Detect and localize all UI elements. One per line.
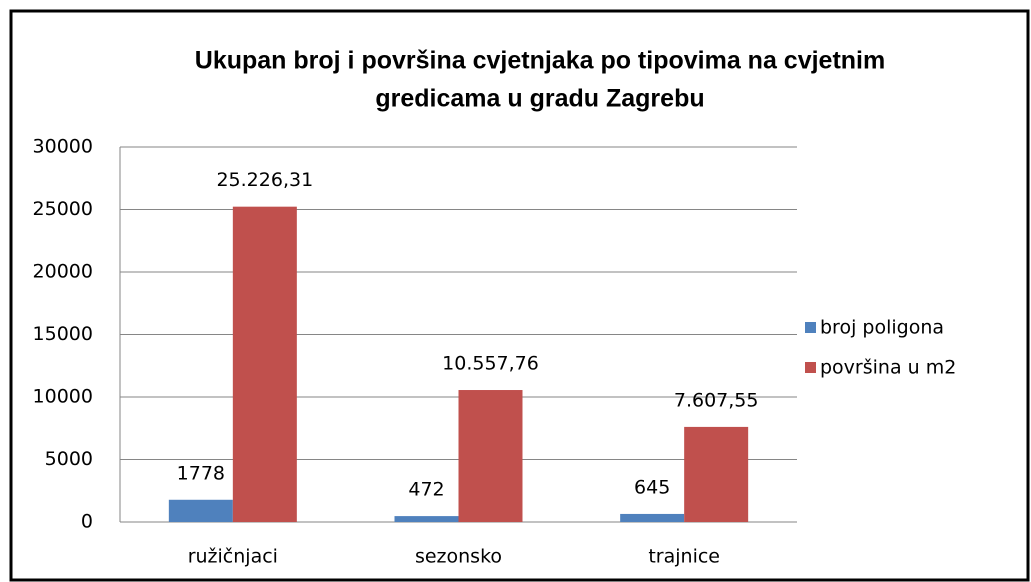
y-tick-label: 20000 [33, 261, 93, 283]
data-label: 645 [634, 476, 670, 498]
bar [684, 426, 749, 522]
y-tick-label: 0 [81, 511, 93, 533]
x-tick-label: sezonsko [415, 546, 502, 568]
x-tick-label: ružičnjaci [188, 546, 278, 568]
data-label: 25.226,31 [216, 169, 313, 191]
x-tick-label: trajnice [648, 546, 720, 568]
data-label: 7.607,55 [674, 389, 759, 411]
chart-title: Ukupan broj i površina cvjetnjaka po tip… [195, 47, 885, 75]
bar [458, 390, 523, 522]
y-tick-label: 15000 [33, 323, 93, 345]
data-label: 1778 [177, 462, 225, 484]
bar [232, 206, 297, 522]
chart-title: gredicama u gradu Zagrebu [375, 85, 704, 113]
data-label: 10.557,76 [442, 353, 539, 375]
data-label: 472 [408, 479, 444, 501]
y-tick-label: 25000 [33, 198, 93, 220]
y-tick-label: 30000 [33, 136, 93, 158]
bar [394, 516, 459, 522]
y-tick-label: 5000 [45, 448, 93, 470]
legend-swatch [805, 362, 816, 373]
legend-swatch [805, 322, 816, 333]
bar [620, 513, 685, 522]
bar [168, 499, 233, 522]
legend-label: površina u m2 [820, 357, 956, 379]
y-tick-label: 10000 [33, 386, 93, 408]
legend-label: broj poligona [820, 317, 944, 339]
